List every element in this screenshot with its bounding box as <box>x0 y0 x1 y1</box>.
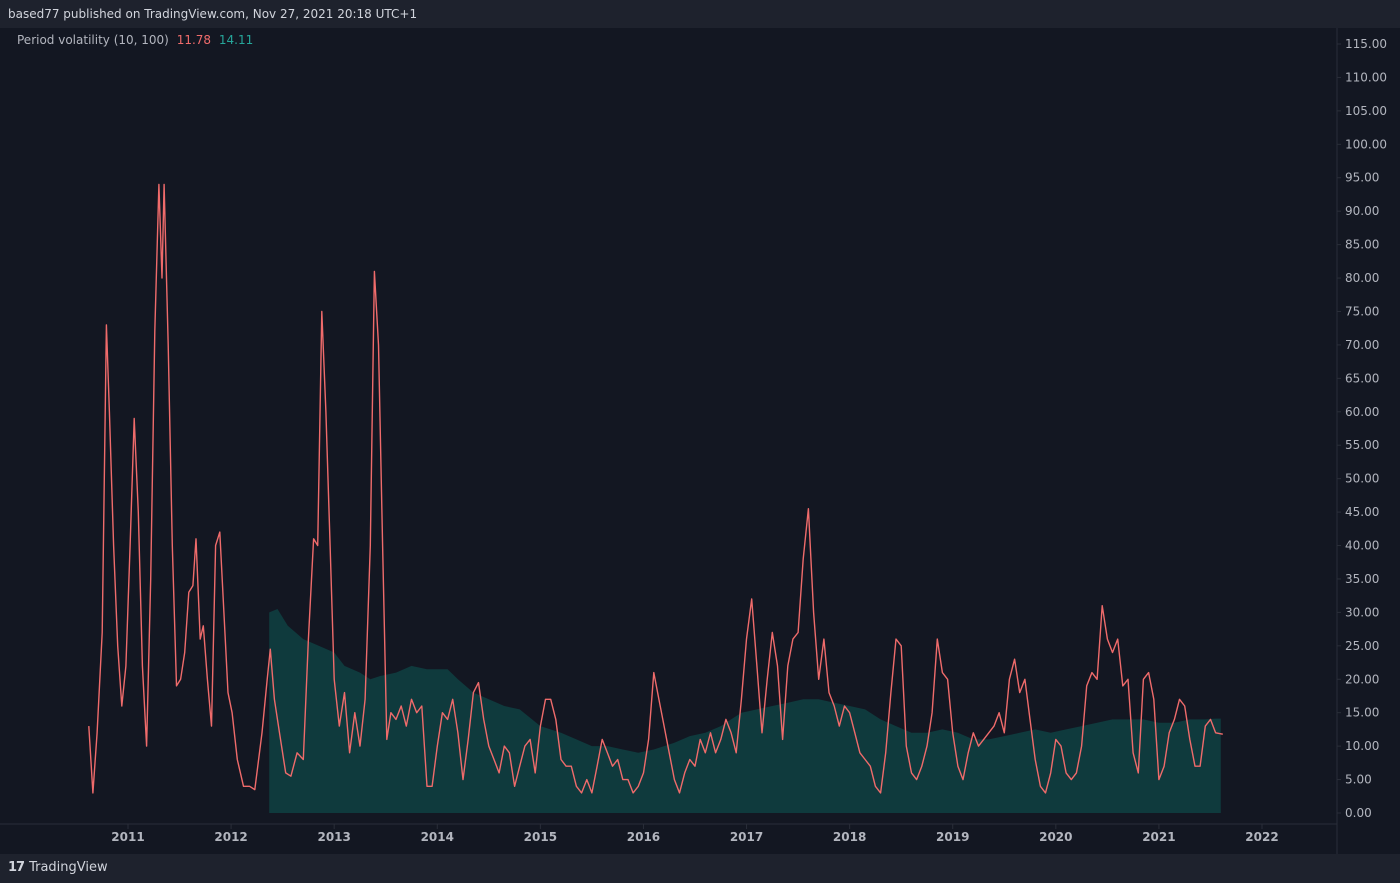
y-tick-label: 80.00 <box>1345 271 1379 285</box>
tradingview-logo[interactable]: 17 TradingView <box>8 860 108 875</box>
y-tick-label: 95.00 <box>1345 171 1379 185</box>
short-volatility-line <box>88 183 1223 794</box>
long-volatility-area <box>269 609 1221 813</box>
y-tick-label: 25.00 <box>1345 639 1379 653</box>
x-tick-label: 2014 <box>421 830 454 844</box>
x-tick-label: 2013 <box>317 830 350 844</box>
footer-bar: 17 TradingView <box>0 854 1400 883</box>
y-tick-label: 0.00 <box>1345 806 1372 820</box>
legend-value-short: 11.78 <box>176 33 212 47</box>
legend-value-long: 14.11 <box>218 33 254 47</box>
y-tick-label: 105.00 <box>1345 104 1387 118</box>
y-tick-label: 85.00 <box>1345 238 1379 252</box>
x-tick-label: 2018 <box>833 830 866 844</box>
y-tick-label: 40.00 <box>1345 539 1379 553</box>
y-tick-label: 60.00 <box>1345 405 1379 419</box>
y-tick-label: 35.00 <box>1345 572 1379 586</box>
x-tick-label: 2017 <box>730 830 763 844</box>
y-tick-label: 5.00 <box>1345 773 1372 787</box>
y-tick-label: 30.00 <box>1345 605 1379 619</box>
x-tick-label: 2012 <box>214 830 247 844</box>
y-tick-label: 15.00 <box>1345 706 1379 720</box>
y-tick-label: 55.00 <box>1345 438 1379 452</box>
y-tick-label: 10.00 <box>1345 739 1379 753</box>
y-tick-label: 110.00 <box>1345 70 1387 84</box>
y-tick-label: 90.00 <box>1345 204 1379 218</box>
x-tick-label: 2022 <box>1245 830 1278 844</box>
y-tick-label: 115.00 <box>1345 37 1387 51</box>
attribution-bar: based77 published on TradingView.com, No… <box>0 0 1400 28</box>
brand-name: TradingView <box>29 860 108 875</box>
x-tick-label: 2015 <box>524 830 557 844</box>
y-tick-label: 50.00 <box>1345 472 1379 486</box>
y-tick-label: 45.00 <box>1345 505 1379 519</box>
y-tick-label: 75.00 <box>1345 304 1379 318</box>
y-tick-label: 70.00 <box>1345 338 1379 352</box>
indicator-legend[interactable]: Period volatility (10, 100) 11.78 14.11 <box>17 33 253 47</box>
y-tick-label: 100.00 <box>1345 137 1387 151</box>
chart-frame[interactable] <box>0 28 1400 854</box>
x-tick-label: 2021 <box>1142 830 1175 844</box>
x-tick-label: 2019 <box>936 830 969 844</box>
y-tick-label: 65.00 <box>1345 371 1379 385</box>
x-tick-label: 2011 <box>111 830 144 844</box>
attribution-text: based77 published on TradingView.com, No… <box>8 7 418 21</box>
x-tick-label: 2016 <box>627 830 660 844</box>
tradingview-logo-icon: 17 <box>8 860 25 875</box>
chart-svg[interactable]: 0.00 5.00 10.00 15.00 20.00 25.00 30.00 35.00 40… <box>0 28 1400 854</box>
y-tick-label: 20.00 <box>1345 672 1379 686</box>
x-tick-label: 2020 <box>1039 830 1072 844</box>
legend-label: Period volatility (10, 100) <box>17 33 169 47</box>
